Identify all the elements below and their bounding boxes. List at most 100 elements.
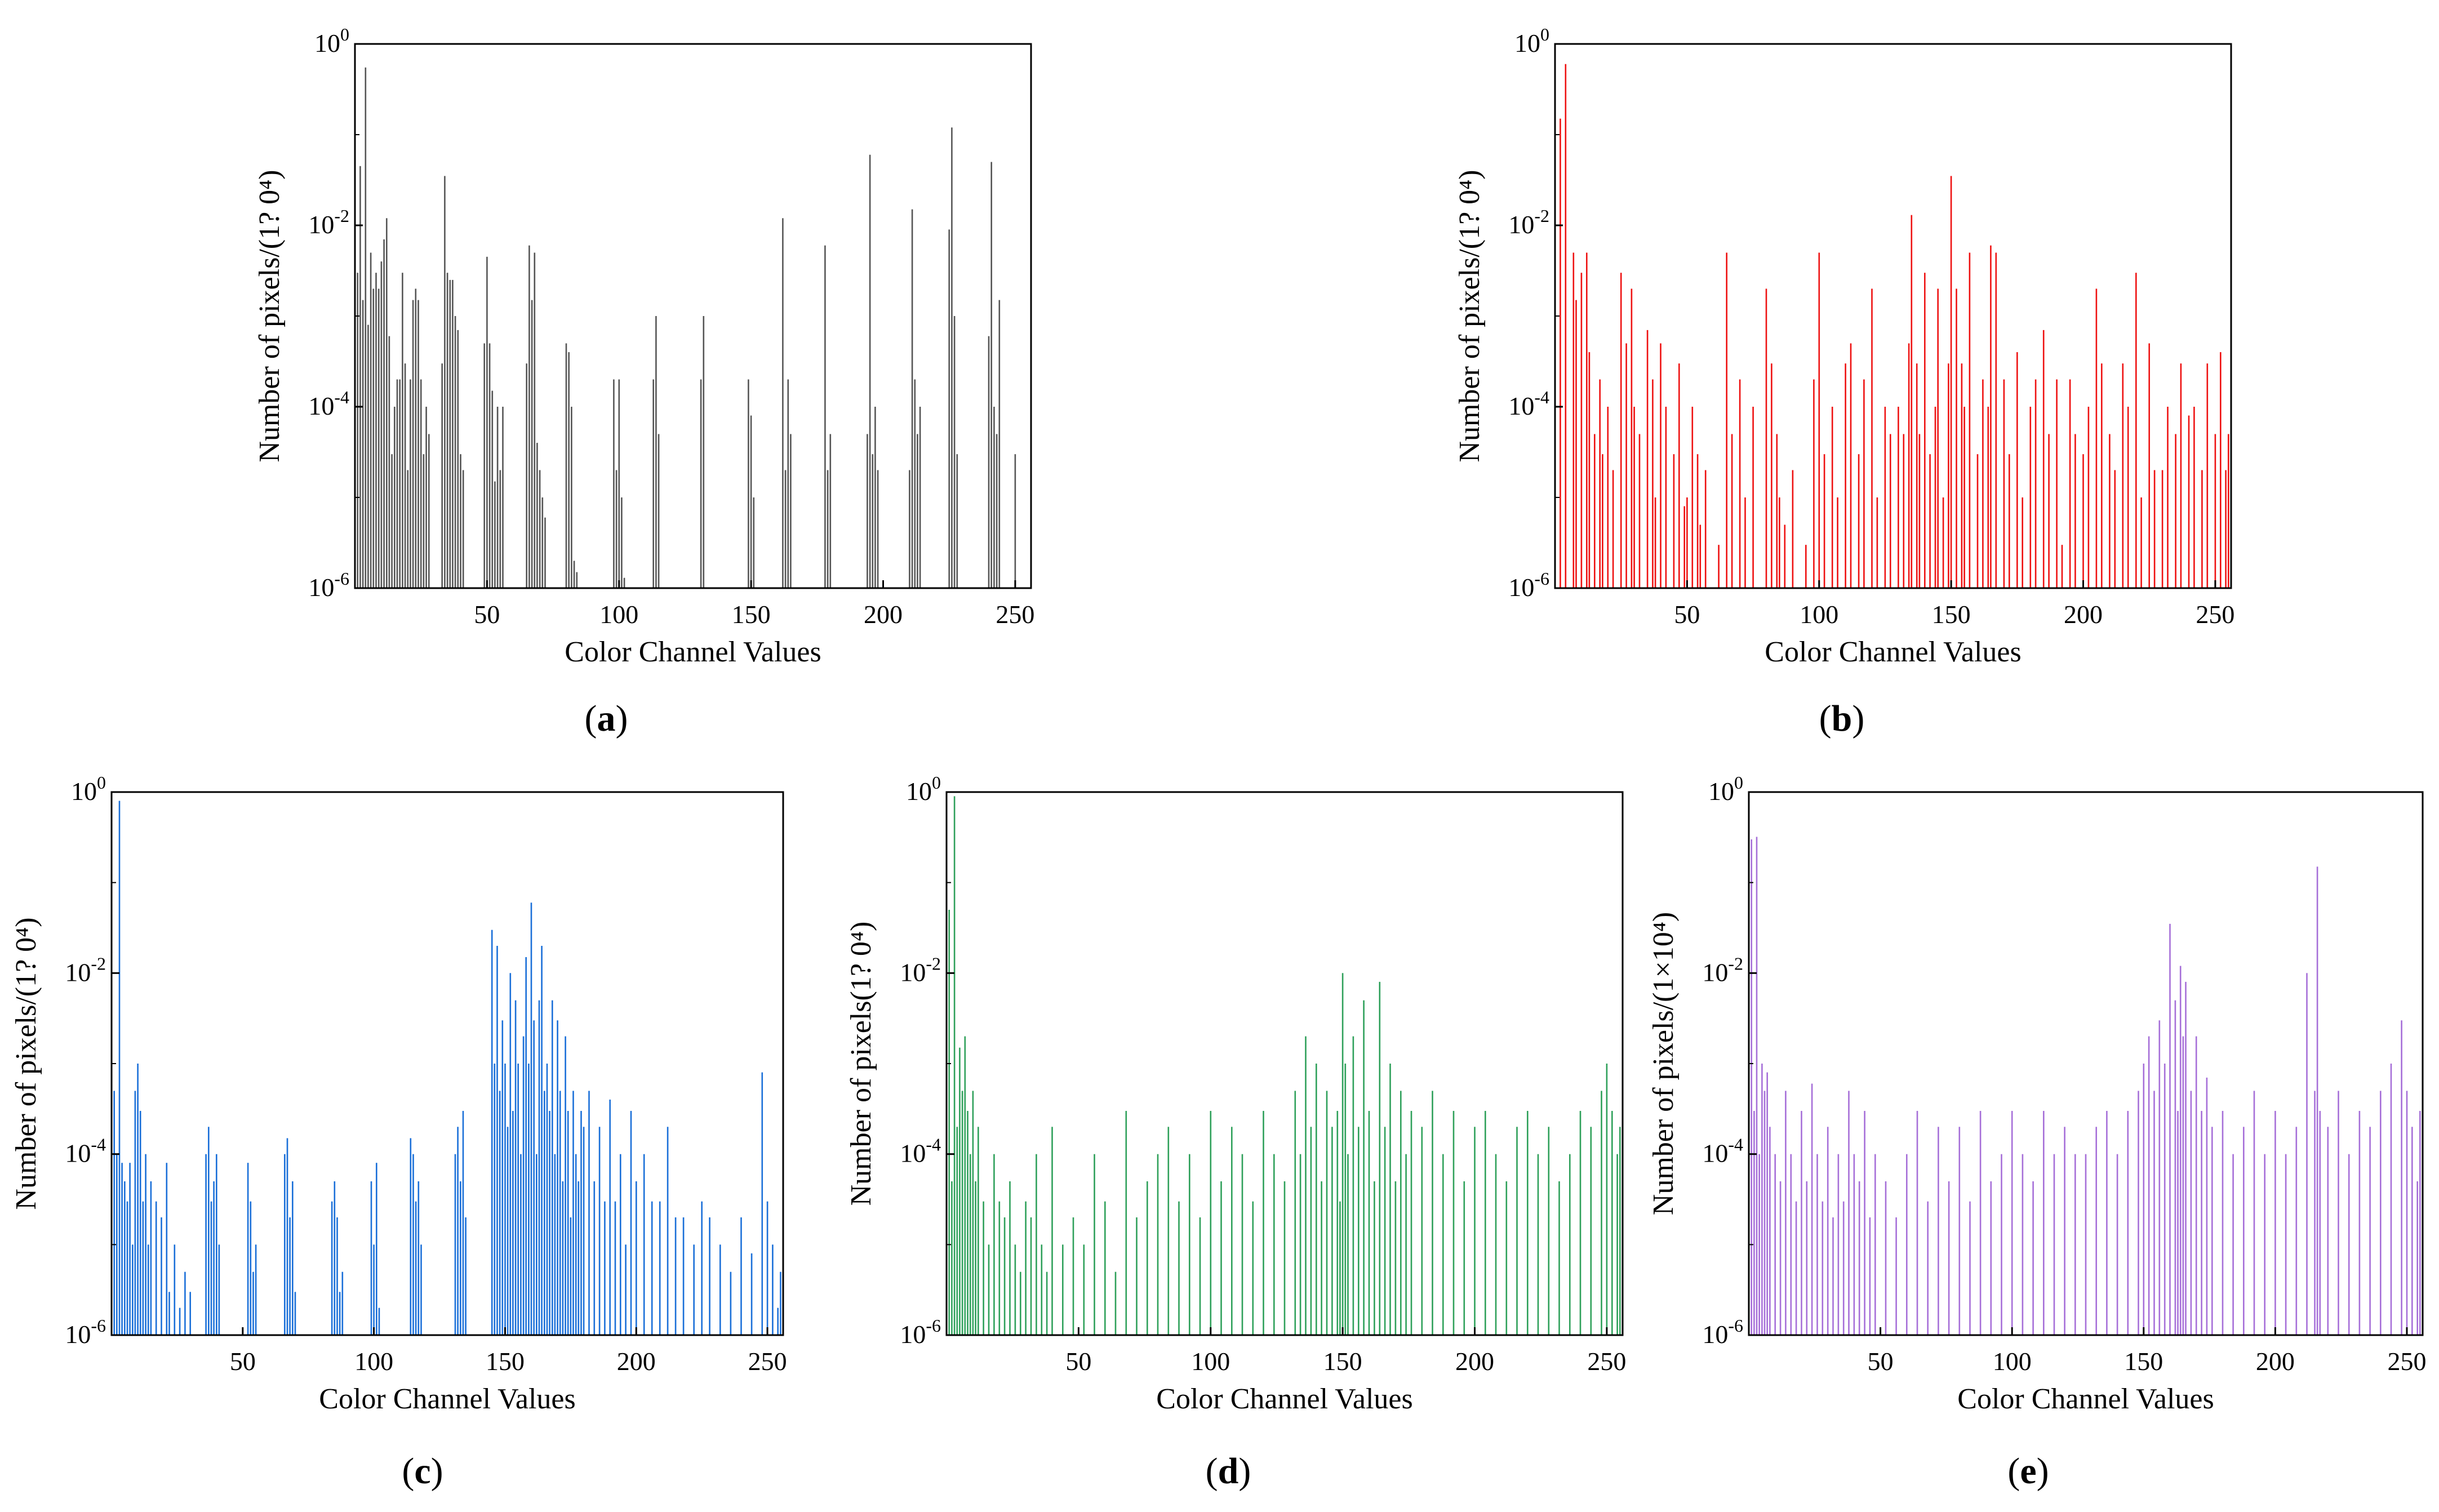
bar-d-63 [1363,1000,1365,1335]
caption-a-letter: a [597,698,616,739]
bar-d-23 [1041,1244,1043,1335]
bar-d-6 [964,1036,966,1335]
bar-c-88 [572,1091,574,1335]
bar-b-44 [1805,545,1807,588]
bar-c-20 [179,1308,181,1335]
bar-b-9 [1602,454,1603,588]
bar-c-98 [614,1201,616,1335]
bar-c-69 [522,1036,525,1335]
bar-a-65 [657,434,660,588]
bar-c-91 [580,1111,582,1335]
bar-c-32 [255,1244,257,1335]
bar-d-80 [1495,1154,1497,1335]
bar-e-72 [2253,1091,2255,1335]
bar-d-61 [1352,1036,1354,1335]
bar-b-97 [2114,470,2116,588]
bar-b-33 [1731,434,1733,588]
bar-e-2 [1756,837,1758,1335]
bar-b-87 [2048,434,2050,588]
bar-a-30 [446,273,448,588]
bar-e-42 [2032,1181,2034,1335]
bar-c-54 [460,1181,461,1335]
bar-d-78 [1474,1127,1476,1335]
bar-d-17 [1009,1181,1011,1335]
chart-b: 50 100 150 200 250 100 10-2 10-4 10-6 Color Chann… [1454,24,2234,668]
xtick-label-e-4: 250 [2387,1347,2426,1376]
bar-e-62 [2182,1036,2184,1335]
bar-d-33 [1136,1217,1138,1335]
bar-c-93 [588,1091,590,1335]
bar-d-10 [975,1181,976,1335]
bar-c-63 [507,1127,509,1335]
bar-c-18 [168,1292,170,1335]
bar-a-71 [782,218,784,588]
bar-e-44 [2053,1154,2055,1335]
chart-c: 50 100 150 200 250 100 10-2 10-4 10-6 Color Chann… [10,772,787,1415]
bar-d-54 [1326,1091,1328,1335]
bar-b-78 [1990,245,1992,588]
xlabel-e: Color Channel Values [1957,1383,2214,1415]
bar-c-49 [415,1201,417,1335]
bar-a-18 [404,363,406,588]
bar-a-21 [412,300,414,588]
bar-c-108 [682,1217,685,1335]
bar-c-1 [116,1154,118,1335]
bar-b-107 [2180,363,2182,588]
bar-a-75 [824,245,826,588]
caption-e-letter: e [2020,1451,2037,1492]
bar-b-70 [1950,176,1952,588]
bar-a-3 [365,67,367,589]
ytick-label-d-0: 100 [906,772,941,806]
caption-c-letter: c [414,1451,431,1492]
bar-b-20 [1660,343,1661,588]
bar-c-35 [289,1217,291,1335]
bar-c-26 [213,1181,215,1335]
bar-b-29 [1704,470,1707,588]
bar-d-70 [1400,1091,1402,1335]
xtick-label-b-3: 200 [2064,600,2103,629]
bar-a-68 [748,379,749,588]
bar-e-83 [2348,1154,2350,1335]
bar-e-21 [1842,1201,1845,1335]
bar-c-55 [462,1111,464,1335]
bar-e-22 [1848,1091,1850,1335]
bar-e-79 [2316,866,2318,1335]
bar-a-16 [399,379,401,588]
ylabel-d: Number of pixels(1? 0⁴) [845,922,877,1206]
bar-a-90 [953,316,956,588]
bar-a-4 [367,324,369,588]
bar-c-13 [147,1244,149,1335]
bar-b-45 [1813,379,1815,588]
bar-e-38 [1990,1181,1992,1335]
bar-d-52 [1316,1064,1317,1335]
bar-e-17 [1822,1201,1824,1335]
bar-d-43 [1241,1154,1243,1335]
bar-c-51 [420,1244,422,1335]
bar-e-75 [2285,1154,2287,1335]
bar-a-44 [502,407,504,588]
bar-d-8 [969,1154,971,1335]
bar-d-58 [1341,973,1344,1335]
bar-a-17 [402,273,403,588]
bar-a-33 [454,316,456,588]
bar-b-24 [1683,506,1685,588]
xtick-label-c-3: 200 [617,1347,656,1376]
bar-b-17 [1646,330,1649,588]
xlabel-d: Color Channel Values [1156,1383,1412,1415]
bar-b-26 [1691,407,1694,588]
bar-b-82 [2016,352,2018,588]
bar-e-1 [1753,1111,1755,1335]
bar-b-52 [1858,454,1860,588]
bar-a-89 [951,127,953,589]
bar-d-34 [1147,1181,1148,1335]
bar-e-33 [1938,1127,1939,1335]
bar-d-40 [1210,1111,1212,1335]
xtick-label-e-0: 50 [1868,1347,1894,1376]
bar-c-15 [155,1201,157,1335]
xtick-label-d-2: 150 [1323,1347,1362,1376]
bar-d-29 [1094,1154,1095,1335]
plot-frame-c [110,791,784,1336]
bar-d-42 [1231,1127,1233,1335]
bar-b-66 [1934,407,1936,588]
bar-a-13 [391,454,393,588]
